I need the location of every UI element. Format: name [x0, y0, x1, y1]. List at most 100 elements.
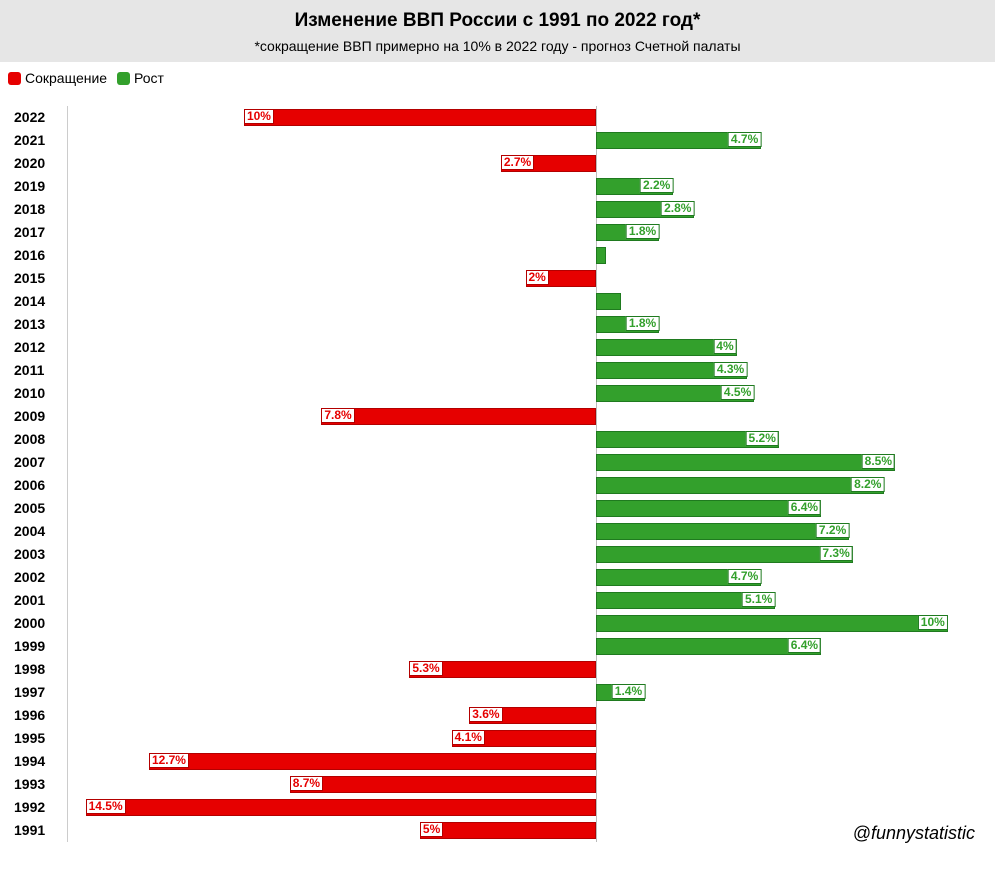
year-label: 2002 — [12, 569, 67, 585]
year-label: 1993 — [12, 776, 67, 792]
bar-value-label: 4.1% — [452, 730, 485, 745]
legend-item-neg: Сокращение — [8, 70, 107, 86]
bar-pos — [596, 615, 948, 632]
year-label: 2020 — [12, 155, 67, 171]
year-label: 2010 — [12, 385, 67, 401]
chart-row: 20152% — [12, 267, 983, 290]
chart-row: 20192.2% — [12, 175, 983, 198]
chart-subtitle: *сокращение ВВП примерно на 10% в 2022 г… — [0, 38, 995, 54]
year-label: 2012 — [12, 339, 67, 355]
year-label: 2018 — [12, 201, 67, 217]
bar-value-label: 3.6% — [469, 707, 502, 722]
chart-row: 2016 — [12, 244, 983, 267]
year-label: 2019 — [12, 178, 67, 194]
bar-neg — [86, 799, 596, 816]
chart-row: 19915% — [12, 819, 983, 842]
year-label: 1994 — [12, 753, 67, 769]
year-label: 2009 — [12, 408, 67, 424]
bar-value-label: 5.3% — [409, 661, 442, 676]
bar-track: 6.4% — [67, 635, 983, 658]
bar-track: 6.4% — [67, 497, 983, 520]
chart-row: 2006 8.2% — [12, 474, 983, 497]
chart-row: 1999 6.4% — [12, 635, 983, 658]
chart-row: 20182.8% — [12, 198, 983, 221]
year-label: 2014 — [12, 293, 67, 309]
bar-value-label: 4.3% — [714, 362, 747, 377]
bar-value-label: 4% — [713, 339, 736, 354]
bar-value-label: 7.8% — [321, 408, 354, 423]
bar-track: 1.8% — [67, 221, 983, 244]
watermark: @funnystatistic — [853, 823, 975, 844]
bar-track: 7.8% — [67, 405, 983, 428]
chart-header: Изменение ВВП России с 1991 по 2022 год*… — [0, 0, 995, 62]
bar-value-label: 1.4% — [612, 684, 645, 699]
chart-row: 20024.7% — [12, 566, 983, 589]
bar-value-label: 8.2% — [851, 477, 884, 492]
bar-value-label: 8.5% — [862, 454, 895, 469]
bar-value-label: 10% — [244, 109, 274, 124]
bar-value-label: 7.3% — [819, 546, 852, 561]
bar-track: 4% — [67, 336, 983, 359]
bar-value-label: 4.5% — [721, 385, 754, 400]
year-label: 2001 — [12, 592, 67, 608]
chart-row: 2003 7.3% — [12, 543, 983, 566]
bar-value-label: 14.5% — [86, 799, 126, 814]
bar-track — [67, 244, 983, 267]
chart-row: 20131.8% — [12, 313, 983, 336]
bar-value-label: 6.4% — [788, 500, 821, 515]
bar-pos — [596, 293, 621, 310]
bar-value-label: 5.1% — [742, 592, 775, 607]
chart-row: 2011 4.3% — [12, 359, 983, 382]
bar-value-label: 8.7% — [290, 776, 323, 791]
year-label: 2021 — [12, 132, 67, 148]
bar-value-label: 1.8% — [626, 224, 659, 239]
bar-value-label: 12.7% — [149, 753, 189, 768]
year-label: 1999 — [12, 638, 67, 654]
legend-swatch-neg — [8, 72, 21, 85]
bar-track: 5.2% — [67, 428, 983, 451]
chart-row: 19985.3% — [12, 658, 983, 681]
bar-track: 7.2% — [67, 520, 983, 543]
year-label: 2003 — [12, 546, 67, 562]
bar-pos — [596, 546, 853, 563]
legend-label-pos: Рост — [134, 70, 164, 86]
chart-row: 2005 6.4% — [12, 497, 983, 520]
bar-track: 2% — [67, 267, 983, 290]
year-label: 2005 — [12, 500, 67, 516]
year-label: 1992 — [12, 799, 67, 815]
bar-value-label: 2.7% — [501, 155, 534, 170]
bar-neg — [149, 753, 596, 770]
bar-track: 3.6% — [67, 704, 983, 727]
bar-pos — [596, 477, 885, 494]
chart-row: 202210% — [12, 106, 983, 129]
bar-value-label: 2% — [526, 270, 549, 285]
bar-track: 8.7% — [67, 773, 983, 796]
year-label: 2013 — [12, 316, 67, 332]
bar-track: 2.2% — [67, 175, 983, 198]
bar-track: 8.2% — [67, 474, 983, 497]
bar-value-label: 5.2% — [746, 431, 779, 446]
chart-row: 1992 14.5% — [12, 796, 983, 819]
year-label: 2008 — [12, 431, 67, 447]
chart-row: 2014 — [12, 290, 983, 313]
year-label: 1997 — [12, 684, 67, 700]
bar-pos — [596, 454, 895, 471]
bar-track: 4.7% — [67, 129, 983, 152]
chart-title: Изменение ВВП России с 1991 по 2022 год* — [0, 10, 995, 32]
chart-row: 20214.7% — [12, 129, 983, 152]
year-label: 2017 — [12, 224, 67, 240]
year-label: 2000 — [12, 615, 67, 631]
chart-row: 20078.5% — [12, 451, 983, 474]
chart-row: 20047.2% — [12, 520, 983, 543]
bar-value-label: 10% — [918, 615, 948, 630]
year-label: 2006 — [12, 477, 67, 493]
bar-value-label: 6.4% — [788, 638, 821, 653]
year-label: 2011 — [12, 362, 67, 378]
bar-neg — [290, 776, 596, 793]
bar-pos — [596, 247, 607, 264]
bar-track: 14.5% — [67, 796, 983, 819]
chart-row: 2008 5.2% — [12, 428, 983, 451]
bar-track: 7.3% — [67, 543, 983, 566]
bar-neg — [420, 822, 596, 839]
chart-row: 19954.1% — [12, 727, 983, 750]
